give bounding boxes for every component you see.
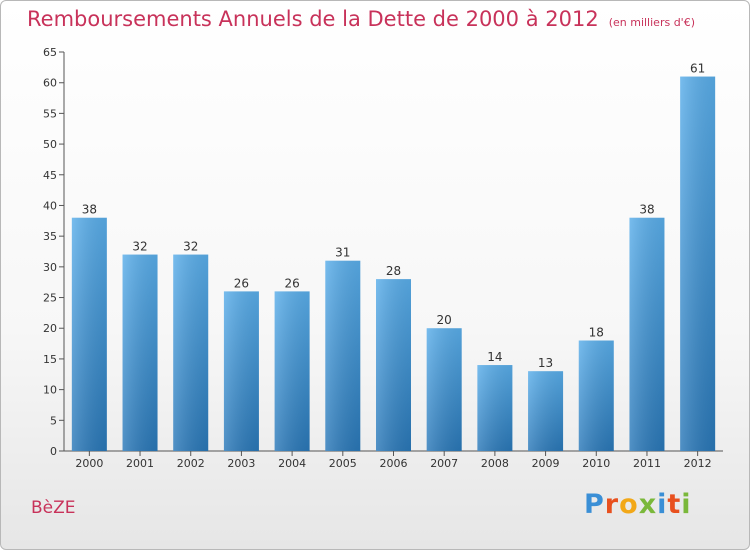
data-label-2009: 13 <box>538 356 553 370</box>
data-label-2001: 32 <box>132 240 147 254</box>
data-label-2000: 38 <box>82 203 97 217</box>
y-tick-label: 35 <box>43 230 57 243</box>
bar-shade-2001 <box>122 254 158 451</box>
y-tick-label: 65 <box>43 46 57 59</box>
logo-letter: P <box>584 489 605 520</box>
x-tick-label: 2004 <box>278 457 306 470</box>
bar-shade-2009 <box>528 371 564 451</box>
bar-shade-2004 <box>274 291 310 451</box>
data-label-2012: 61 <box>690 62 705 76</box>
bar-shade-2006 <box>376 279 411 451</box>
y-tick-label: 55 <box>43 107 57 120</box>
bar-shade-2000 <box>71 217 107 451</box>
y-tick-label: 0 <box>50 445 57 458</box>
y-tick-label: 50 <box>43 138 57 151</box>
y-tick-label: 45 <box>43 169 57 182</box>
data-label-2004: 26 <box>284 276 299 290</box>
town-name: BèZE <box>31 498 76 518</box>
logo-letter: i <box>681 489 692 520</box>
data-label-2010: 18 <box>589 326 604 340</box>
data-label-2003: 26 <box>234 276 249 290</box>
data-label-2006: 28 <box>386 264 401 278</box>
title-text: Remboursements Annuels de la Dette de 20… <box>27 7 599 31</box>
y-tick-label: 20 <box>43 322 57 335</box>
bar-shade-2011 <box>629 217 665 451</box>
y-tick-label: 30 <box>43 261 57 274</box>
x-tick-label: 2011 <box>633 457 661 470</box>
x-tick-label: 2005 <box>329 457 357 470</box>
data-label-2002: 32 <box>183 240 198 254</box>
bar-shade-2002 <box>173 254 209 451</box>
y-tick-label: 5 <box>50 414 57 427</box>
logo-letter: o <box>619 489 639 520</box>
x-tick-label: 2001 <box>126 457 154 470</box>
y-tick-label: 15 <box>43 353 57 366</box>
bar-shade-2007 <box>426 328 462 451</box>
logo-letter: x <box>638 489 658 520</box>
chart-bars <box>71 76 716 452</box>
y-tick-label: 60 <box>43 77 57 90</box>
bar-shade-2005 <box>325 260 361 451</box>
y-tick-label: 10 <box>43 384 57 397</box>
x-tick-label: 2010 <box>582 457 610 470</box>
x-tick-label: 2003 <box>227 457 255 470</box>
bar-shade-2003 <box>223 291 259 451</box>
data-label-2005: 31 <box>335 246 350 260</box>
bar-shade-2008 <box>477 365 513 451</box>
data-label-2011: 38 <box>639 203 654 217</box>
x-tick-label: 2006 <box>380 457 408 470</box>
bar-shade-2010 <box>578 340 614 451</box>
proxiti-logo: Proxiti <box>584 489 692 520</box>
chart-labels: 0 5 10 15 20 25 30 35 40 45 50 55 60 65 2000 38 2001 32 20… <box>43 46 712 470</box>
chart-title: Remboursements Annuels de la Dette de 20… <box>27 7 695 31</box>
data-label-2008: 14 <box>487 350 502 364</box>
y-tick-label: 40 <box>43 199 57 212</box>
y-tick-label: 25 <box>43 292 57 305</box>
x-tick-label: 2009 <box>532 457 560 470</box>
x-tick-label: 2008 <box>481 457 509 470</box>
x-tick-label: 2002 <box>177 457 205 470</box>
x-tick-label: 2007 <box>430 457 458 470</box>
x-tick-label: 2000 <box>75 457 103 470</box>
bar-shade-2012 <box>680 76 716 452</box>
data-label-2007: 20 <box>437 313 452 327</box>
logo-letter: i <box>657 489 668 520</box>
logo-letter: t <box>667 489 682 520</box>
logo-letter: r <box>604 489 620 520</box>
x-tick-label: 2012 <box>684 457 712 470</box>
chart-subtitle: (en milliers d'€) <box>608 16 695 29</box>
